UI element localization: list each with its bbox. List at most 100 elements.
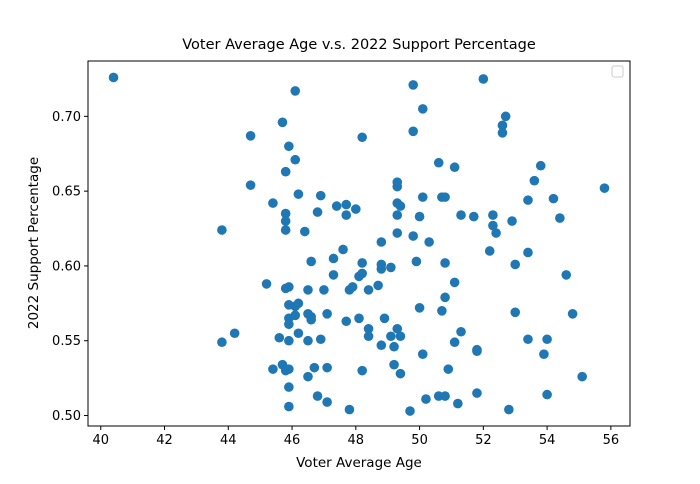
data-point bbox=[548, 193, 559, 204]
data-point bbox=[341, 210, 352, 220]
data-point bbox=[421, 394, 431, 404]
data-point bbox=[280, 225, 291, 235]
data-point bbox=[357, 132, 367, 143]
data-point bbox=[108, 72, 119, 83]
data-point bbox=[280, 208, 291, 219]
y-tick-label: 0.60 bbox=[52, 259, 81, 274]
data-point bbox=[472, 388, 482, 398]
data-point bbox=[500, 111, 511, 122]
data-point bbox=[386, 262, 396, 273]
data-point bbox=[376, 340, 387, 351]
data-point bbox=[529, 175, 540, 186]
data-point bbox=[395, 368, 406, 379]
x-tick-label: 56 bbox=[603, 433, 620, 448]
data-point bbox=[300, 226, 310, 237]
y-tick-label: 0.65 bbox=[52, 185, 81, 200]
data-point bbox=[363, 331, 374, 342]
data-point bbox=[478, 74, 489, 84]
data-point bbox=[453, 398, 463, 409]
data-point bbox=[414, 303, 425, 313]
data-point bbox=[229, 328, 240, 339]
data-point bbox=[408, 126, 419, 137]
data-point bbox=[376, 264, 387, 274]
data-point bbox=[268, 364, 278, 374]
x-tick-label: 50 bbox=[411, 433, 428, 448]
x-tick-label: 42 bbox=[156, 433, 173, 448]
data-point bbox=[290, 86, 301, 96]
data-point bbox=[417, 349, 428, 360]
data-point bbox=[293, 328, 304, 339]
data-point bbox=[303, 371, 313, 382]
data-point bbox=[363, 323, 374, 334]
x-axis-label: Voter Average Age bbox=[296, 455, 422, 471]
data-point bbox=[328, 253, 339, 264]
data-point bbox=[440, 192, 450, 202]
data-point bbox=[507, 216, 517, 226]
data-point bbox=[312, 207, 323, 217]
x-tick-label: 40 bbox=[92, 433, 109, 448]
x-tick-label: 54 bbox=[539, 433, 556, 448]
y-tick-label: 0.70 bbox=[52, 110, 81, 125]
data-point bbox=[357, 258, 367, 268]
data-point bbox=[449, 337, 460, 348]
data-point bbox=[392, 228, 403, 238]
data-point bbox=[555, 213, 565, 223]
data-point bbox=[411, 256, 422, 267]
data-point bbox=[274, 332, 285, 343]
data-point bbox=[535, 160, 546, 171]
x-tick-label: 48 bbox=[348, 433, 365, 448]
data-point bbox=[440, 391, 450, 401]
data-point bbox=[293, 298, 304, 309]
data-point bbox=[488, 220, 498, 231]
data-point bbox=[484, 246, 495, 256]
data-point bbox=[217, 337, 227, 348]
data-point bbox=[408, 80, 419, 90]
data-point bbox=[417, 192, 428, 202]
data-point bbox=[504, 404, 514, 415]
data-point bbox=[523, 334, 533, 345]
data-point bbox=[443, 364, 454, 374]
x-tick-label: 46 bbox=[284, 433, 301, 448]
x-tick-label: 44 bbox=[220, 433, 237, 448]
data-point bbox=[322, 397, 332, 407]
data-point bbox=[395, 201, 406, 211]
y-tick-label: 0.50 bbox=[52, 409, 81, 424]
data-point bbox=[331, 201, 342, 211]
data-point bbox=[284, 364, 294, 374]
data-point bbox=[284, 141, 294, 152]
data-point bbox=[440, 258, 450, 268]
data-point bbox=[315, 190, 326, 201]
data-point bbox=[341, 316, 352, 327]
data-point bbox=[303, 285, 313, 295]
data-point bbox=[523, 247, 533, 258]
data-point bbox=[472, 346, 482, 357]
data-point bbox=[437, 306, 447, 316]
data-point bbox=[542, 389, 552, 400]
chart-title: Voter Average Age v.s. 2022 Support Perc… bbox=[182, 37, 536, 53]
data-point bbox=[290, 310, 301, 321]
data-point bbox=[376, 237, 387, 247]
data-point bbox=[577, 371, 587, 382]
data-point bbox=[306, 314, 316, 325]
data-point bbox=[280, 166, 291, 177]
data-point bbox=[405, 406, 415, 416]
data-point bbox=[284, 335, 294, 346]
data-point bbox=[523, 195, 533, 205]
data-point bbox=[357, 365, 367, 376]
data-point bbox=[280, 216, 291, 226]
data-point bbox=[341, 199, 352, 210]
data-point bbox=[395, 331, 406, 342]
data-point bbox=[497, 128, 508, 138]
data-point bbox=[245, 131, 256, 141]
data-point bbox=[245, 180, 256, 190]
data-point bbox=[408, 231, 419, 241]
data-point bbox=[542, 334, 552, 345]
data-point bbox=[449, 277, 460, 288]
data-point bbox=[344, 404, 355, 415]
data-point bbox=[284, 401, 294, 412]
data-point bbox=[363, 285, 374, 295]
data-point bbox=[351, 204, 361, 214]
x-tick-label: 52 bbox=[475, 433, 492, 448]
